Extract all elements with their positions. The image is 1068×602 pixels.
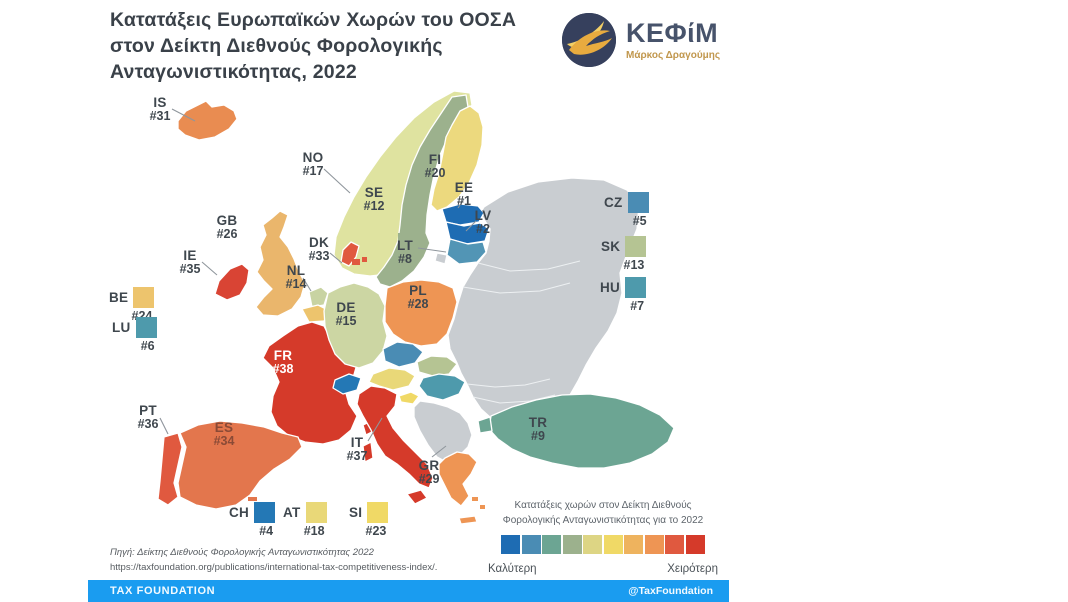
map-legend: Κατατάξεις χωρών στον Δείκτη Διεθνούς Φο… [487,498,719,575]
country-GR-island [472,497,478,501]
map-label-GB: GB #26 [216,213,238,241]
color-swatch-LU [135,317,157,338]
footer-twitter-handle[interactable]: @TaxFoundation [628,585,713,597]
country-DK-island [362,257,367,262]
swatch-label-HU: HU #7 [600,277,647,313]
color-swatch-SK [625,236,647,257]
country-SI [398,391,420,405]
country-IT-sardinia [362,441,374,463]
map-label-FI: FI #20 [424,152,446,180]
map-label-GR: GR #29 [418,458,440,486]
legend-gradient-step-9 [665,535,685,554]
country-NL [308,286,329,308]
map-label-IT: IT #37 [346,435,368,463]
legend-better-label: Καλύτερη [488,563,537,575]
footer-brand: TAX FOUNDATION [110,585,216,597]
map-label-DK: DK #33 [308,235,330,263]
map-label-NL: NL #14 [285,263,307,291]
legend-gradient-step-4 [562,535,582,554]
country-GR-crete [458,515,478,525]
color-swatch-CH [254,502,276,523]
country-AT [368,367,416,391]
legend-gradient-step-2 [521,535,541,554]
country-GR [438,451,478,507]
country-ES-balearics [248,497,257,501]
country-non-oecd-kaliningrad [434,252,448,265]
legend-gradient [487,535,719,554]
color-swatch-SI [367,502,389,523]
map-label-IE: IE #35 [179,248,201,276]
country-IT [356,385,434,489]
swatch-label-SI: SI #23 [349,502,389,538]
country-TR-thrace [477,416,493,434]
kefim-logo-text: ΚΕΦίΜ [626,17,719,48]
map-label-TR: TR #9 [528,415,548,443]
country-PL [384,279,458,347]
country-CZ [382,341,424,368]
color-swatch-AT [305,502,327,523]
legend-gradient-step-6 [603,535,623,554]
color-swatch-CZ [627,192,649,213]
country-TR [488,393,675,469]
europe-map [157,90,675,525]
non-oecd-internal-border [477,260,581,272]
kefim-logo-textblock: ΚΕΦίΜ Μάρκος Δραγούμης [626,17,721,61]
legend-gradient-step-1 [501,535,521,554]
kefim-logo: ΚΕΦίΜ Μάρκος Δραγούμης [562,13,720,67]
country-HU [418,373,466,401]
country-CH [332,373,362,395]
map-label-LV: LV #2 [474,208,492,236]
map-label-NO: NO #17 [302,150,324,178]
source-note: Πηγή: Δείκτης Διεθνούς Φορολογικής Ανταγ… [110,546,437,575]
map-label-SE: SE #12 [363,185,385,213]
legend-gradient-step-8 [644,535,664,554]
kefim-logo-subtitle: Μάρκος Δραγούμης [626,49,721,61]
legend-worse-label: Χειρότερη [667,563,718,575]
legend-gradient-step-7 [624,535,644,554]
non-oecd-internal-border [466,378,551,388]
map-label-DE: DE #15 [335,300,357,328]
country-IT-sicily [406,489,428,505]
swatch-label-LU: LU #6 [112,317,157,353]
source-text: Πηγή: Δείκτης Διεθνούς Φορολογικής Ανταγ… [110,547,374,558]
country-IE [214,263,250,301]
map-label-PT: PT #36 [137,403,159,431]
map-label-EE: EE #1 [454,180,474,208]
country-PT [157,432,183,506]
footer-bar: TAX FOUNDATION @TaxFoundation [88,580,729,602]
swatch-label-CZ: CZ #5 [604,192,649,228]
source-url[interactable]: https://taxfoundation.org/publications/i… [110,561,438,573]
country-LT [446,238,487,265]
map-label-ES: ES #34 [213,420,235,448]
country-GB [255,210,306,317]
kefim-logo-icon [562,13,616,67]
country-SE-gotland [398,233,403,245]
country-DK-island [352,259,360,265]
country-ES [177,420,303,510]
country-FI [430,105,484,212]
swatch-label-CH: CH #4 [229,502,276,538]
country-GR-island [480,505,485,509]
non-oecd-internal-border [462,282,571,294]
color-swatch-BE [133,287,155,308]
map-label-LT: LT #8 [396,238,414,266]
country-SK [416,355,458,377]
leader-lines [159,108,477,458]
color-swatch-HU [625,277,647,298]
legend-gradient-step-10 [685,535,705,554]
map-label-PL: PL #28 [407,283,429,311]
map-label-IS: IS #31 [149,95,171,123]
map-label-FR: FR #38 [272,348,294,376]
country-IS [177,100,238,141]
page-title: Κατατάξεις Ευρωπαϊκών Χωρών του ΟΟΣΑ στο… [110,9,517,83]
legend-title: Κατατάξεις χωρών στον Δείκτη Διεθνούς Φο… [502,500,704,526]
swatch-label-AT: AT #18 [283,502,327,538]
swatch-label-SK: SK #13 [601,236,647,272]
legend-gradient-step-3 [542,535,562,554]
legend-end-labels: Καλύτερη Χειρότερη [487,563,719,575]
legend-gradient-step-5 [583,535,603,554]
non-oecd-internal-border [472,394,556,404]
